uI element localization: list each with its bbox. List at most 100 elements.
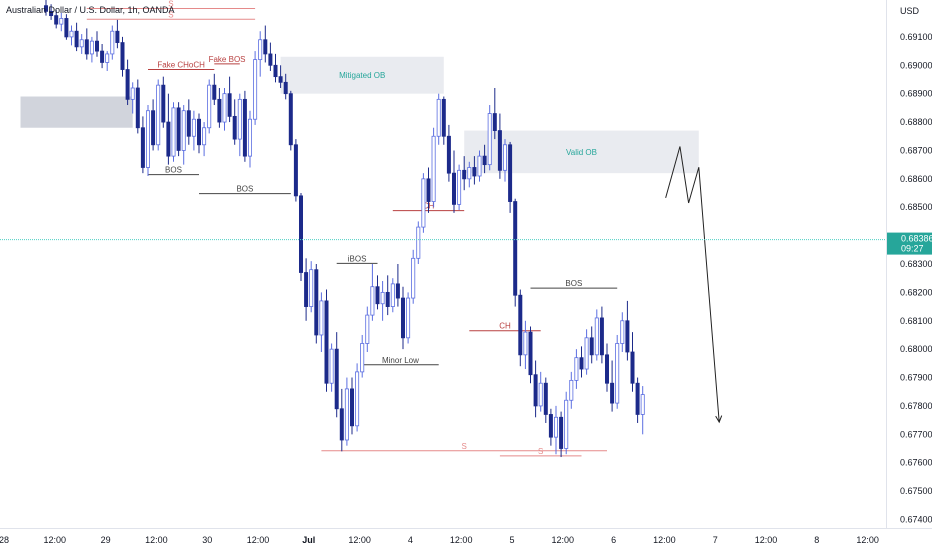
price-tick-label: 0.68100 [900,316,932,326]
candle-body [59,18,64,25]
candle-body [625,320,630,353]
candle-body [145,110,150,168]
zone-label: Mitigated OB [339,71,385,80]
annotation-label: iBOS [348,254,367,263]
current-price-value: 0.68386 [901,234,932,244]
candle-body [523,331,528,356]
candles [44,0,645,458]
time-tick-label: 4 [408,535,413,545]
candle-body [288,93,293,146]
candle-body [258,39,263,61]
candle-body [620,320,625,344]
candle-body [355,371,360,427]
time-tick-label: 12:00 [145,535,168,545]
candle-body [385,291,390,307]
candle-body [314,269,319,336]
candle-body [513,201,518,296]
candle-body [130,87,135,100]
price-tick-label: 0.68300 [900,259,932,269]
candle-body [559,416,564,449]
candle-body [242,98,247,157]
time-tick-label: 12:00 [450,535,473,545]
candle-body [181,110,186,151]
candle-body [202,127,207,146]
candle-body [49,10,54,17]
annotation-label: CH [499,322,511,331]
candle-body [324,300,329,384]
candle-body [441,98,446,137]
annotation-label: S [168,10,173,19]
time-tick-label: 12:00 [755,535,778,545]
time-tick-label: 12:00 [552,535,575,545]
time-tick-label: 29 [101,535,111,545]
candle-body [125,69,130,100]
candle-body [594,317,599,356]
candle-body [191,118,196,137]
annotation-label: S [168,0,173,9]
candle-body [564,399,569,449]
candle-body [212,84,217,100]
candle-body [293,144,298,197]
candle-body [472,167,477,177]
candle-body [497,130,502,171]
candle-body [115,30,120,43]
candle-body [431,135,436,202]
price-axis[interactable]: 0.69100 0.69000 0.68900 0.68800 0.68700 0.686… [900,32,932,525]
time-tick-label: 12:00 [348,535,371,545]
candle-body [457,169,462,205]
candle-body [574,357,579,381]
candle-body [135,87,140,129]
candle-body [436,98,441,137]
order-block-zone [20,96,133,128]
time-tick-label: 30 [202,535,212,545]
candle-body [395,283,400,299]
candle-body [161,84,166,123]
candle-body [329,348,334,384]
candle-body [518,294,523,356]
candle-body [166,121,171,157]
time-tick-label: 7 [713,535,718,545]
time-tick-label: 6 [611,535,616,545]
candle-body [344,388,349,441]
candle-body [508,144,513,202]
projection-line [665,146,720,423]
price-tick-label: 0.67400 [900,514,932,524]
candle-body [390,283,395,307]
candle-body [110,30,115,55]
candle-body [492,113,497,131]
candle-body [426,178,431,202]
candle-body [268,53,273,66]
candle-body [554,416,559,438]
current-price-badge: 0.68386 09:27 [887,232,932,255]
candle-body [446,135,451,174]
price-tick-label: 0.68600 [900,174,932,184]
candle-body [482,155,487,166]
candle-body [84,39,89,55]
candle-body [309,269,314,307]
annotation-label: BOS [165,166,182,175]
candle-body [416,226,421,259]
zone-label: Valid OB [566,148,597,157]
candle-body [589,337,594,356]
candle-body [548,414,553,438]
price-tick-label: 0.67600 [900,458,932,468]
candle-body [375,286,380,305]
candle-body [543,382,548,415]
candle-body [615,343,620,404]
price-tick-label: 0.69100 [900,32,932,42]
candle-body [171,107,176,157]
projection-path [665,146,723,424]
annotation-label: BOS [236,185,253,194]
time-tick-label: 28 [0,535,9,545]
candle-body [232,115,237,140]
candle-body [95,40,100,52]
candle-body [79,39,84,48]
candle-body [247,118,252,157]
candle-body [462,169,467,180]
candle-body [400,297,405,339]
time-axis[interactable]: 28 12:00 29 12:00 30 12:00 Jul 12:00 4 12:00 5 12:0… [0,535,879,545]
candle-body [599,317,604,356]
candle-body [421,178,426,228]
price-tick-label: 0.68500 [900,202,932,212]
